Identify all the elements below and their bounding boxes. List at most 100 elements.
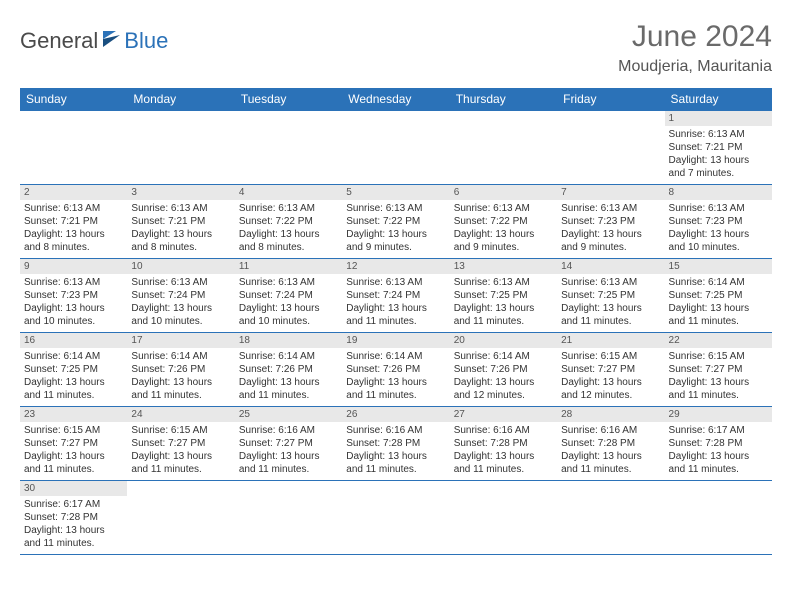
day-details: Sunrise: 6:13 AMSunset: 7:24 PMDaylight:…	[131, 276, 230, 328]
calendar-cell: 21 Sunrise: 6:15 AMSunset: 7:27 PMDayligh…	[557, 333, 664, 407]
calendar-cell: 1 Sunrise: 6:13 AMSunset: 7:21 PMDaylight…	[665, 111, 772, 185]
calendar-row: 30 Sunrise: 6:17 AMSunset: 7:28 PMDayligh…	[20, 481, 772, 555]
weekday-header: Saturday	[665, 88, 772, 111]
calendar-cell	[127, 481, 234, 555]
calendar-cell: 14 Sunrise: 6:13 AMSunset: 7:25 PMDayligh…	[557, 259, 664, 333]
day-number: 30	[20, 481, 127, 496]
calendar-row: 23 Sunrise: 6:15 AMSunset: 7:27 PMDayligh…	[20, 407, 772, 481]
calendar-cell	[450, 111, 557, 185]
calendar-cell: 15 Sunrise: 6:14 AMSunset: 7:25 PMDayligh…	[665, 259, 772, 333]
calendar-cell: 6 Sunrise: 6:13 AMSunset: 7:22 PMDaylight…	[450, 185, 557, 259]
day-number: 12	[342, 259, 449, 274]
day-number: 29	[665, 407, 772, 422]
calendar-cell: 26 Sunrise: 6:16 AMSunset: 7:28 PMDayligh…	[342, 407, 449, 481]
calendar-cell: 12Sunrise: 6:13 AMSunset: 7:24 PMDayligh…	[342, 259, 449, 333]
calendar-cell: 20 Sunrise: 6:14 AMSunset: 7:26 PMDayligh…	[450, 333, 557, 407]
day-details: Sunrise: 6:14 AMSunset: 7:26 PMDaylight:…	[131, 350, 230, 402]
calendar-cell: 9 Sunrise: 6:13 AMSunset: 7:23 PMDaylight…	[20, 259, 127, 333]
weekday-header-row: SundayMondayTuesdayWednesdayThursdayFrid…	[20, 88, 772, 111]
calendar-cell: 30 Sunrise: 6:17 AMSunset: 7:28 PMDayligh…	[20, 481, 127, 555]
calendar-cell: 25 Sunrise: 6:16 AMSunset: 7:27 PMDayligh…	[235, 407, 342, 481]
day-number: 14	[557, 259, 664, 274]
calendar-cell: 13Sunrise: 6:13 AMSunset: 7:25 PMDayligh…	[450, 259, 557, 333]
day-number: 13	[450, 259, 557, 274]
calendar-cell: 29 Sunrise: 6:17 AMSunset: 7:28 PMDayligh…	[665, 407, 772, 481]
day-number: 3	[127, 185, 234, 200]
day-number: 16	[20, 333, 127, 348]
day-details: Sunrise: 6:17 AMSunset: 7:28 PMDaylight:…	[669, 424, 768, 476]
day-details: Sunrise: 6:14 AMSunset: 7:26 PMDaylight:…	[239, 350, 338, 402]
day-details: Sunrise: 6:14 AMSunset: 7:25 PMDaylight:…	[669, 276, 768, 328]
calendar-cell: 24Sunrise: 6:15 AMSunset: 7:27 PMDayligh…	[127, 407, 234, 481]
calendar-cell: 17Sunrise: 6:14 AMSunset: 7:26 PMDayligh…	[127, 333, 234, 407]
day-number: 25	[235, 407, 342, 422]
day-number: 10	[127, 259, 234, 274]
day-details: Sunrise: 6:15 AMSunset: 7:27 PMDaylight:…	[24, 424, 123, 476]
day-number: 6	[450, 185, 557, 200]
day-number: 4	[235, 185, 342, 200]
calendar-cell	[235, 481, 342, 555]
calendar-row: 16Sunrise: 6:14 AMSunset: 7:25 PMDayligh…	[20, 333, 772, 407]
calendar-cell	[342, 481, 449, 555]
day-details: Sunrise: 6:17 AMSunset: 7:28 PMDaylight:…	[24, 498, 123, 550]
flag-icon	[102, 30, 122, 53]
day-details: Sunrise: 6:13 AMSunset: 7:22 PMDaylight:…	[346, 202, 445, 254]
day-number: 2	[20, 185, 127, 200]
calendar-cell	[342, 111, 449, 185]
day-details: Sunrise: 6:13 AMSunset: 7:23 PMDaylight:…	[24, 276, 123, 328]
day-number: 5	[342, 185, 449, 200]
day-number: 18	[235, 333, 342, 348]
calendar-cell: 2 Sunrise: 6:13 AMSunset: 7:21 PMDaylight…	[20, 185, 127, 259]
day-number: 26	[342, 407, 449, 422]
day-details: Sunrise: 6:16 AMSunset: 7:28 PMDaylight:…	[561, 424, 660, 476]
day-details: Sunrise: 6:13 AMSunset: 7:21 PMDaylight:…	[669, 128, 768, 180]
day-details: Sunrise: 6:16 AMSunset: 7:28 PMDaylight:…	[454, 424, 553, 476]
calendar-cell: 10 Sunrise: 6:13 AMSunset: 7:24 PMDayligh…	[127, 259, 234, 333]
calendar-cell: 7Sunrise: 6:13 AMSunset: 7:23 PMDaylight…	[557, 185, 664, 259]
calendar-cell	[557, 481, 664, 555]
calendar-cell: 23 Sunrise: 6:15 AMSunset: 7:27 PMDayligh…	[20, 407, 127, 481]
day-number: 9	[20, 259, 127, 274]
day-details: Sunrise: 6:13 AMSunset: 7:22 PMDaylight:…	[239, 202, 338, 254]
day-number: 11	[235, 259, 342, 274]
day-details: Sunrise: 6:14 AMSunset: 7:26 PMDaylight:…	[454, 350, 553, 402]
month-title: June 2024	[618, 20, 772, 54]
day-number: 23	[20, 407, 127, 422]
calendar-body: 1 Sunrise: 6:13 AMSunset: 7:21 PMDaylight…	[20, 111, 772, 555]
day-number: 27	[450, 407, 557, 422]
calendar-row: 1 Sunrise: 6:13 AMSunset: 7:21 PMDaylight…	[20, 111, 772, 185]
day-details: Sunrise: 6:13 AMSunset: 7:22 PMDaylight:…	[454, 202, 553, 254]
day-details: Sunrise: 6:13 AMSunset: 7:25 PMDaylight:…	[561, 276, 660, 328]
header: General Blue June 2024 Moudjeria, Maurit…	[20, 20, 772, 76]
calendar-table: SundayMondayTuesdayWednesdayThursdayFrid…	[20, 88, 772, 555]
calendar-cell: 5 Sunrise: 6:13 AMSunset: 7:22 PMDaylight…	[342, 185, 449, 259]
day-details: Sunrise: 6:13 AMSunset: 7:24 PMDaylight:…	[239, 276, 338, 328]
weekday-header: Wednesday	[342, 88, 449, 111]
day-number: 22	[665, 333, 772, 348]
day-number: 15	[665, 259, 772, 274]
logo-text-general: General	[20, 28, 98, 54]
day-details: Sunrise: 6:13 AMSunset: 7:21 PMDaylight:…	[24, 202, 123, 254]
calendar-cell	[450, 481, 557, 555]
calendar-cell: 11 Sunrise: 6:13 AMSunset: 7:24 PMDayligh…	[235, 259, 342, 333]
day-number: 19	[342, 333, 449, 348]
calendar-cell: 18 Sunrise: 6:14 AMSunset: 7:26 PMDayligh…	[235, 333, 342, 407]
calendar-cell: 4 Sunrise: 6:13 AMSunset: 7:22 PMDaylight…	[235, 185, 342, 259]
calendar-cell: 3Sunrise: 6:13 AMSunset: 7:21 PMDaylight…	[127, 185, 234, 259]
day-details: Sunrise: 6:16 AMSunset: 7:28 PMDaylight:…	[346, 424, 445, 476]
logo-text-blue: Blue	[124, 28, 168, 54]
calendar-cell	[235, 111, 342, 185]
calendar-cell: 27 Sunrise: 6:16 AMSunset: 7:28 PMDayligh…	[450, 407, 557, 481]
day-number: 28	[557, 407, 664, 422]
day-details: Sunrise: 6:16 AMSunset: 7:27 PMDaylight:…	[239, 424, 338, 476]
calendar-cell: 28 Sunrise: 6:16 AMSunset: 7:28 PMDayligh…	[557, 407, 664, 481]
calendar-row: 9 Sunrise: 6:13 AMSunset: 7:23 PMDaylight…	[20, 259, 772, 333]
day-number: 21	[557, 333, 664, 348]
day-number: 20	[450, 333, 557, 348]
calendar-row: 2 Sunrise: 6:13 AMSunset: 7:21 PMDaylight…	[20, 185, 772, 259]
day-details: Sunrise: 6:15 AMSunset: 7:27 PMDaylight:…	[561, 350, 660, 402]
weekday-header: Sunday	[20, 88, 127, 111]
day-number: 1	[665, 111, 772, 126]
day-details: Sunrise: 6:13 AMSunset: 7:23 PMDaylight:…	[561, 202, 660, 254]
calendar-cell	[20, 111, 127, 185]
